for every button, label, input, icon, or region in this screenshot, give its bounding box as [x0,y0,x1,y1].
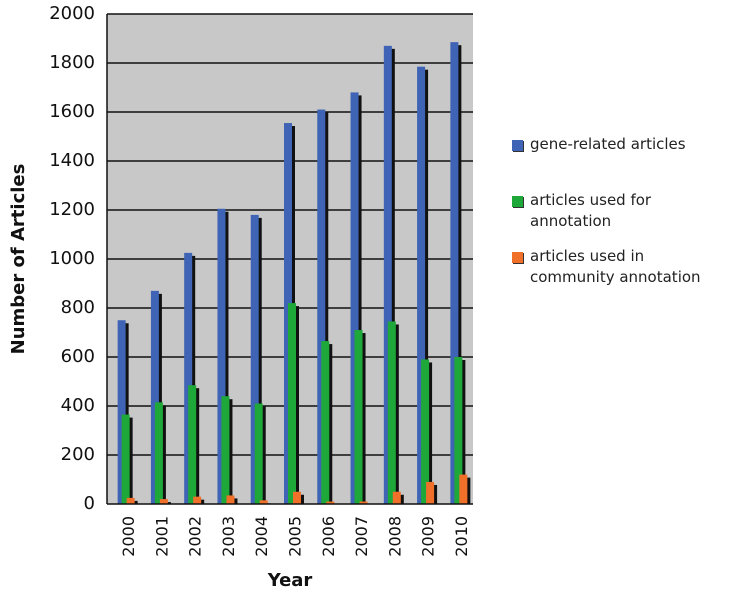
x-tick-label: 2000 [119,516,138,557]
bar-2008-series-1 [387,321,396,504]
legend-label: articles used in community annotation [530,247,701,286]
x-tick-label: 2010 [452,516,471,557]
bar-2002-series-0 [184,252,193,504]
bar-2001-series-1 [154,402,163,504]
bar-2010-series-1 [454,357,463,504]
bar-2000-series-1 [121,414,130,504]
legend-label: articles used for annotation [530,191,652,230]
bar-2009-series-0 [417,66,426,505]
bar-2006-series-2 [326,501,335,504]
bar-2005-series-2 [293,491,301,504]
x-tick-label: 2002 [186,516,205,557]
bars [117,42,471,505]
x-tick-label: 2006 [319,516,338,557]
bar-2004-series-0 [250,214,259,504]
x-tick-label: 2005 [286,516,305,557]
bar-2009-series-1 [421,359,430,504]
bar-2007-series-0 [350,92,359,505]
y-tick-label: 2000 [49,3,95,24]
bar-2010-series-0 [450,42,459,505]
bar-2004-series-2 [259,500,268,504]
y-tick-label: 800 [61,297,95,318]
x-tick-label: 2001 [152,516,171,557]
y-tick-label: 600 [61,346,95,367]
x-tick-label: 2004 [252,516,271,557]
legend-item-annotation: articles used for annotation [512,190,737,232]
y-axis-title: Number of Articles [8,164,29,355]
legend-item-gene-related: gene-related articles [512,134,737,155]
y-tick-label: 1000 [49,248,95,269]
bar-2001-series-2 [159,499,168,504]
bar-2007-series-1 [354,330,363,504]
y-tick-label: 1600 [49,101,95,122]
bar-2009-series-2 [426,481,435,504]
bar-2002-series-2 [193,496,202,504]
bar-2006-series-0 [317,109,326,505]
bar-2007-series-2 [359,501,368,504]
bar-2010-series-2 [459,474,468,504]
y-tick-label: 400 [61,395,95,416]
bar-2006-series-1 [321,341,330,504]
x-tick-label: 2007 [352,516,371,557]
y-tick-label: 1800 [49,52,95,73]
bar-2004-series-1 [254,403,263,504]
legend-swatch-blue [512,140,523,151]
x-tick-label: 2008 [385,516,404,557]
y-tick-label: 200 [61,444,95,465]
bar-2008-series-2 [392,491,401,504]
bar-2008-series-0 [383,45,392,504]
x-tick-label: 2003 [219,516,238,557]
bar-2003-series-2 [226,495,235,504]
bar-2003-series-0 [217,208,226,504]
legend-item-community: articles used in community annotation [512,246,737,288]
x-tick-label: 2009 [419,516,438,557]
legend-label: gene-related articles [530,135,686,153]
bar-2000-series-2 [126,497,135,504]
bar-2001-series-0 [150,290,159,504]
x-axis-title: Year [267,570,313,591]
bar-2005-series-1 [288,303,296,504]
bar-2002-series-1 [188,385,197,504]
bar-2000-series-0 [117,320,126,504]
legend-swatch-green [512,196,523,207]
x-tick-labels: 2000 2001 2002 2003 2004 2005 2006 2007 2008 2009… [119,516,471,557]
y-tick-label: 1200 [49,199,95,220]
legend: gene-related articles articles used for … [512,134,737,288]
y-tick-label: 1400 [49,150,95,171]
legend-swatch-orange [512,252,523,263]
y-tick-label: 0 [84,493,95,514]
bar-2003-series-1 [221,396,230,504]
y-tick-labels: 0 200 400 600 800 1000 1200 1400 1600 1800 2000 [49,3,95,514]
